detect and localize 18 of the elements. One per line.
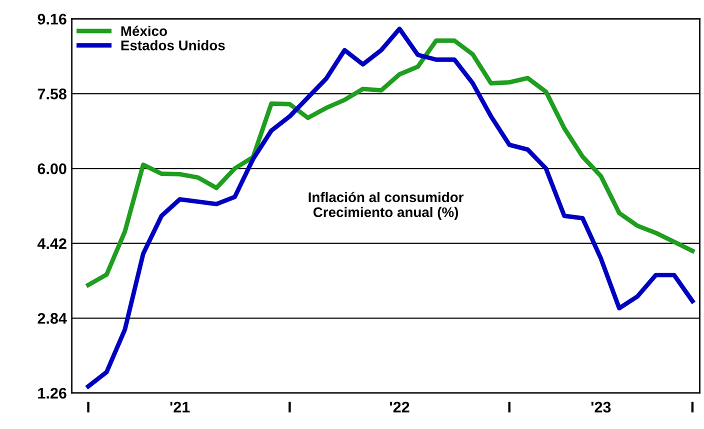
x-tick-label: I [508,402,510,412]
x-tick-label: '22 [390,402,410,412]
x-tick-label: I [87,402,90,412]
y-tick-label: 2.84 [38,313,67,324]
y-tick-label: 6.00 [38,163,66,174]
y-tick-label: 4.42 [37,238,66,249]
x-tick-label: '21 [170,402,190,412]
line-series [86,38,695,288]
legend-label: México [121,26,167,36]
line-series [86,26,695,389]
y-tick-label: 9.16 [38,14,66,25]
annotation: Inflación al consumidor Crecimiento anual (%) [308,192,464,220]
x-tick-label: '23 [591,402,611,413]
y-tick-label: 7.58 [38,88,66,100]
legend-label: Estados Unidos [121,40,225,50]
x-tick-label: I [691,402,694,412]
x-tick-label: I [288,402,291,412]
y-tick-label: 1.26 [38,388,66,399]
